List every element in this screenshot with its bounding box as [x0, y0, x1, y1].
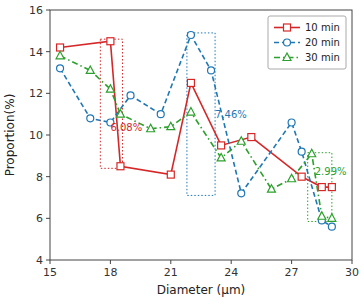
legend-marker: [283, 53, 291, 61]
legend-marker: [284, 39, 291, 46]
point: [288, 119, 295, 126]
point: [57, 65, 64, 72]
point: [328, 214, 336, 222]
x-axis-label: Diameter (μm): [157, 283, 246, 297]
x-tick-label: 24: [224, 266, 238, 279]
y-tick: [46, 218, 50, 219]
y-tick-label: 8: [36, 171, 43, 184]
point: [318, 184, 325, 191]
x-tick-label: 21: [164, 266, 178, 279]
y-tick-label: 4: [36, 254, 43, 267]
point: [267, 185, 275, 193]
point: [56, 51, 64, 59]
point: [187, 79, 194, 86]
point: [298, 173, 305, 180]
highlight-box: [187, 33, 215, 196]
point: [238, 190, 245, 197]
series: [56, 51, 336, 221]
point: [117, 163, 124, 170]
y-tick: [46, 135, 50, 136]
x-tick: [352, 260, 353, 264]
y-tick: [46, 260, 50, 261]
y-tick: [46, 176, 50, 177]
point: [328, 223, 335, 230]
y-tick: [46, 10, 50, 11]
point: [127, 92, 134, 99]
y-tick: [46, 93, 50, 94]
legend-marker: [284, 24, 291, 31]
point: [57, 44, 64, 51]
y-tick: [46, 51, 50, 52]
point: [187, 32, 194, 39]
y-axis-label: Proportion(%): [3, 94, 17, 177]
point: [167, 122, 175, 130]
legend-label: 10 min: [305, 22, 340, 33]
point: [106, 85, 114, 93]
point: [167, 171, 174, 178]
x-tick: [170, 260, 171, 264]
y-tick-label: 12: [29, 87, 43, 100]
x-tick: [50, 260, 51, 264]
point: [87, 115, 94, 122]
x-tick: [231, 260, 232, 264]
legend-label: 20 min: [305, 37, 340, 48]
point: [248, 134, 255, 141]
point: [298, 148, 305, 155]
point: [217, 153, 225, 161]
annotation: 7.46%: [215, 109, 247, 120]
point: [328, 184, 335, 191]
point: [157, 111, 164, 118]
point: [318, 212, 326, 220]
point: [187, 108, 195, 116]
annotation: 6.08%: [110, 122, 142, 133]
chart: 15 18 21 24 27 30 4 6 8 10 12 14 16 Diameter (μm) Prop…: [0, 0, 362, 300]
legend-label: 30 min: [305, 52, 340, 63]
point: [237, 137, 245, 145]
point: [208, 67, 215, 74]
point: [218, 142, 225, 149]
x-tick-label: 18: [103, 266, 117, 279]
legend: 10 min 20 min 30 min: [268, 16, 346, 69]
point: [86, 66, 94, 74]
x-tick: [291, 260, 292, 264]
point: [308, 149, 316, 157]
point: [107, 38, 114, 45]
annotations: 6.08% 7.46% 2.99%: [110, 109, 346, 176]
annotation: 2.99%: [315, 166, 347, 177]
point: [147, 124, 155, 132]
series-line: [60, 56, 332, 219]
plot-frame: [50, 10, 352, 260]
x-tick: [110, 260, 111, 264]
point: [288, 174, 296, 182]
x-tick-label: 15: [43, 266, 57, 279]
point: [116, 110, 124, 118]
x-tick-label: 27: [285, 266, 299, 279]
axes: 15 18 21 24 27 30 4 6 8 10 12 14 16: [29, 4, 359, 279]
x-tick-label: 30: [345, 266, 359, 279]
y-tick-label: 6: [36, 212, 43, 225]
y-tick-label: 14: [29, 46, 43, 59]
legend-box: [268, 16, 346, 69]
y-tick-label: 16: [29, 4, 43, 17]
y-tick-label: 10: [29, 129, 43, 142]
